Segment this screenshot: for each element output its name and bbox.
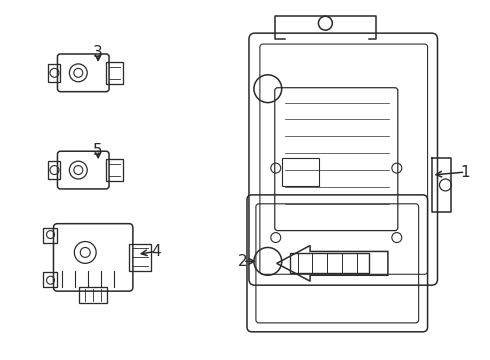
Bar — [106, 159, 123, 181]
Bar — [79, 287, 107, 303]
Text: 1: 1 — [461, 165, 470, 180]
Bar — [106, 62, 123, 84]
Bar — [48, 161, 60, 179]
Bar — [48, 64, 60, 82]
Text: 2: 2 — [238, 254, 248, 269]
Bar — [129, 243, 151, 271]
Text: 5: 5 — [93, 143, 103, 158]
Bar — [282, 158, 319, 186]
Bar — [43, 228, 57, 243]
Text: 4: 4 — [151, 244, 161, 259]
Bar — [43, 272, 57, 287]
Bar — [290, 253, 369, 273]
Text: 3: 3 — [93, 45, 103, 60]
